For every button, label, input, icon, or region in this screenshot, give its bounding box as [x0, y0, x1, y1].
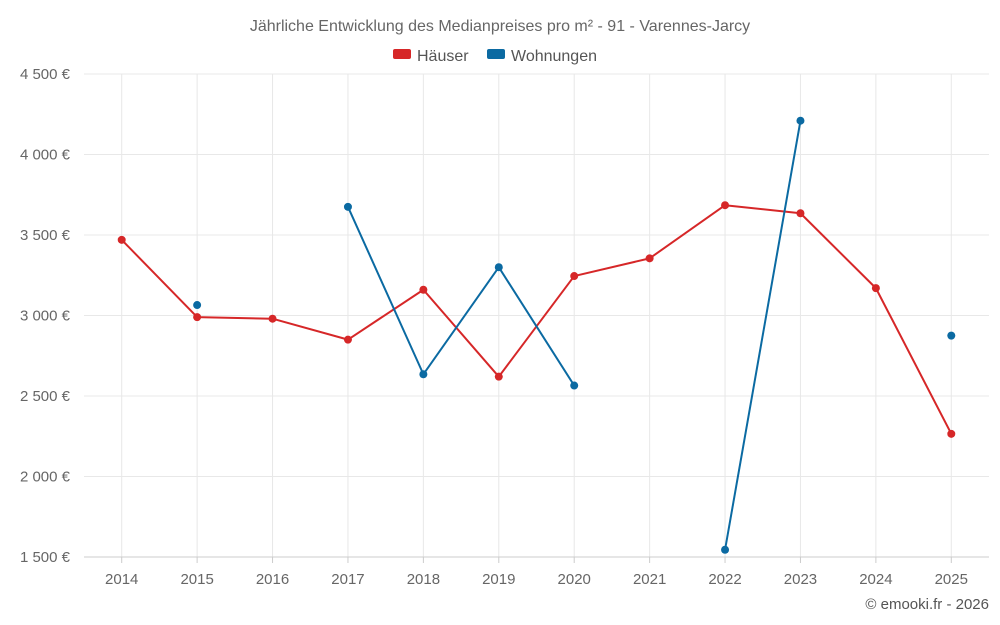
x-tick-label: 2018 — [407, 571, 440, 588]
x-axis: 2014 2015 2016 2017 2018 2019 2020 2021 2022 2023… — [84, 556, 989, 588]
data-point-wohnungen-2020[interactable] — [570, 381, 579, 390]
data-point-haeuser-2019[interactable] — [494, 372, 503, 381]
x-tick-label: 2025 — [935, 571, 968, 588]
legend-swatch-haeuser — [393, 49, 411, 59]
data-point-haeuser-2017[interactable] — [343, 335, 352, 344]
y-tick-label: 3 000 € — [20, 308, 71, 325]
legend-label-wohnungen: Wohnungen — [511, 48, 597, 65]
y-tick-label: 1 500 € — [20, 549, 71, 566]
x-tick-label: 2019 — [482, 571, 515, 588]
y-tick-label: 4 000 € — [20, 147, 71, 164]
data-point-haeuser-2015[interactable] — [193, 313, 202, 322]
x-tick-label: 2014 — [105, 571, 138, 588]
series-line-wohnungen — [724, 120, 802, 550]
chart-title: Jährliche Entwicklung des Medianpreises … — [250, 18, 750, 35]
data-point-haeuser-2023[interactable] — [796, 209, 805, 218]
data-point-haeuser-2025[interactable] — [947, 429, 956, 438]
x-tick-label: 2015 — [180, 571, 213, 588]
legend-label-haeuser: Häuser — [417, 48, 469, 65]
data-point-wohnungen-2015[interactable] — [193, 301, 202, 310]
legend-item-wohnungen[interactable]: Wohnungen — [487, 48, 597, 65]
data-point-wohnungen-2018[interactable] — [419, 370, 428, 379]
data-point-haeuser-2014[interactable] — [117, 235, 126, 244]
data-point-haeuser-2020[interactable] — [570, 272, 579, 281]
x-tick-label: 2020 — [558, 571, 591, 588]
series-line-haeuser — [120, 204, 953, 435]
data-point-haeuser-2021[interactable] — [645, 254, 654, 263]
series-wohnungen — [193, 116, 956, 554]
legend: Häuser Wohnungen — [393, 48, 597, 65]
series-haeuser — [117, 201, 956, 438]
data-point-wohnungen-2025[interactable] — [947, 331, 956, 340]
x-tick-label: 2023 — [784, 571, 817, 588]
grid — [84, 73, 989, 557]
y-axis: 1 500 € 2 000 € 2 500 € 3 000 € 3 500 € 4 000… — [20, 66, 71, 566]
legend-swatch-wohnungen — [487, 49, 505, 59]
data-point-haeuser-2024[interactable] — [871, 284, 880, 293]
y-tick-label: 2 000 € — [20, 469, 71, 486]
x-tick-label: 2022 — [708, 571, 741, 588]
legend-item-haeuser[interactable]: Häuser — [393, 48, 469, 65]
series-line-wohnungen — [347, 206, 576, 387]
x-tick-label: 2021 — [633, 571, 666, 588]
data-point-wohnungen-2022[interactable] — [721, 545, 730, 554]
data-point-haeuser-2022[interactable] — [721, 201, 730, 210]
x-tick-label: 2017 — [331, 571, 364, 588]
data-point-wohnungen-2023[interactable] — [796, 116, 805, 125]
data-point-wohnungen-2019[interactable] — [494, 263, 503, 272]
data-point-haeuser-2018[interactable] — [419, 285, 428, 294]
y-tick-label: 3 500 € — [20, 227, 71, 244]
x-tick-label: 2024 — [859, 571, 892, 588]
y-tick-label: 4 500 € — [20, 66, 71, 83]
credit: © emooki.fr - 2026 — [865, 596, 989, 613]
series-layer — [117, 116, 956, 554]
x-tick-label: 2016 — [256, 571, 289, 588]
y-tick-label: 2 500 € — [20, 388, 71, 405]
data-point-haeuser-2016[interactable] — [268, 314, 277, 323]
data-point-wohnungen-2017[interactable] — [343, 202, 352, 211]
